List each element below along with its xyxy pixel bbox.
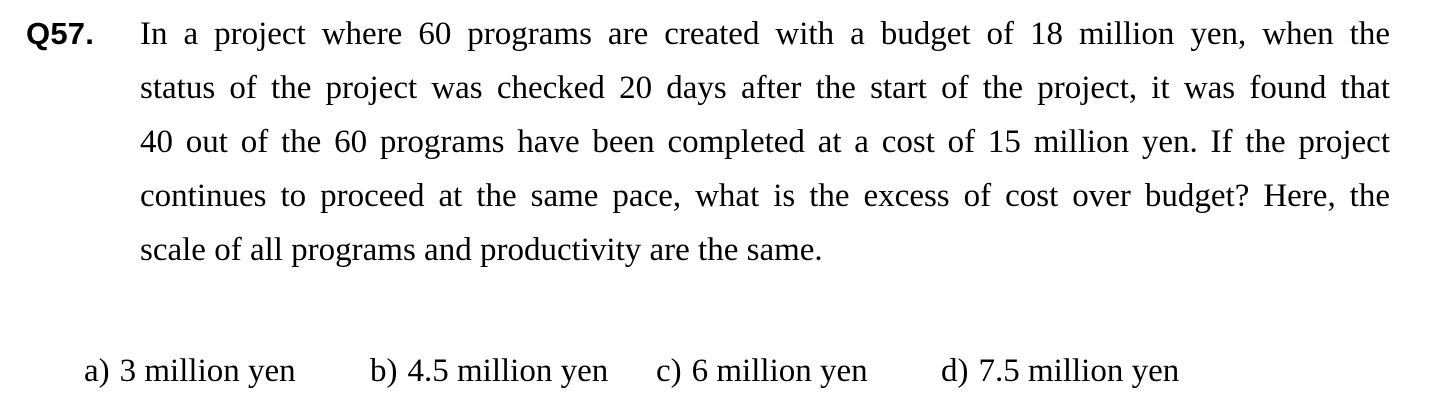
question-line: 40 out of the 60 programs have been comp…	[140, 124, 1390, 160]
question-line: continues to proceed at the same pace, w…	[140, 178, 1390, 214]
question-line: status of the project was checked 20 day…	[140, 70, 1390, 106]
question-text: In a project where 60 programs are creat…	[140, 7, 1390, 277]
question-line: scale of all programs and productivity a…	[140, 232, 823, 268]
option-letter: c)	[656, 353, 682, 389]
option-d[interactable]: d) 7.5 million yen	[941, 346, 1179, 396]
option-letter: b)	[370, 353, 398, 389]
question-number: Q57.	[26, 16, 95, 51]
option-letter: d)	[941, 353, 969, 389]
option-a[interactable]: a) 3 million yen	[84, 346, 296, 396]
answer-options: a) 3 million yen b) 4.5 million yen c) 6 mi…	[0, 346, 1450, 396]
option-text: 7.5 million yen	[978, 353, 1180, 389]
option-letter: a)	[84, 353, 110, 389]
option-text: 6 million yen	[691, 353, 868, 389]
question-line: In a project where 60 programs are creat…	[140, 16, 1390, 52]
option-b[interactable]: b) 4.5 million yen	[370, 346, 608, 396]
option-c[interactable]: c) 6 million yen	[656, 346, 868, 396]
option-text: 4.5 million yen	[407, 353, 609, 389]
option-text: 3 million yen	[119, 353, 296, 389]
